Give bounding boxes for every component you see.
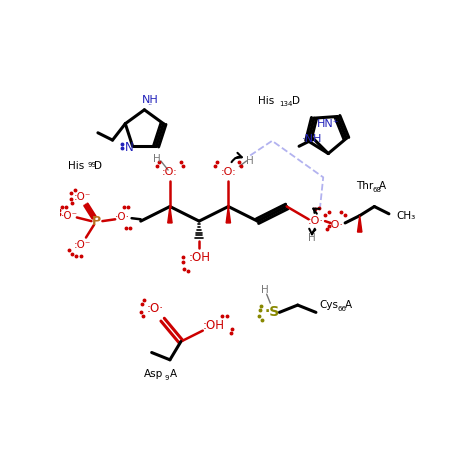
Polygon shape bbox=[168, 207, 172, 223]
Text: HN⁺: HN⁺ bbox=[317, 119, 340, 129]
Text: 99: 99 bbox=[88, 162, 97, 167]
Text: ·NH: ·NH bbox=[302, 134, 322, 144]
Text: H: H bbox=[309, 233, 316, 243]
Text: 9: 9 bbox=[164, 375, 169, 381]
Polygon shape bbox=[357, 216, 362, 232]
Text: His: His bbox=[68, 161, 84, 172]
Text: ·S: ·S bbox=[264, 305, 280, 319]
Text: His: His bbox=[257, 96, 274, 106]
Text: N: N bbox=[125, 141, 133, 155]
Text: Cys: Cys bbox=[319, 300, 338, 310]
Text: :O⁻: :O⁻ bbox=[73, 240, 91, 250]
Text: H: H bbox=[261, 285, 269, 295]
Text: Asp: Asp bbox=[145, 369, 164, 379]
Text: CH₃: CH₃ bbox=[396, 210, 416, 220]
Text: H: H bbox=[153, 154, 161, 164]
Text: :O·: :O· bbox=[308, 216, 324, 226]
Text: H: H bbox=[246, 156, 254, 166]
Text: NH: NH bbox=[141, 95, 158, 105]
Text: :O:: :O: bbox=[162, 167, 178, 177]
Text: A: A bbox=[345, 300, 352, 310]
Text: A: A bbox=[379, 182, 386, 191]
Text: 66: 66 bbox=[338, 306, 347, 312]
Text: :O·: :O· bbox=[328, 220, 344, 230]
Text: 134: 134 bbox=[279, 101, 293, 107]
Text: ··: ·· bbox=[147, 101, 153, 110]
Text: P: P bbox=[92, 215, 101, 228]
Text: 68: 68 bbox=[373, 187, 382, 193]
Text: :O:: :O: bbox=[220, 167, 236, 177]
Text: :O·: :O· bbox=[147, 302, 164, 315]
Text: :OH: :OH bbox=[188, 251, 210, 264]
Text: ·O·: ·O· bbox=[115, 212, 130, 222]
Text: Thr: Thr bbox=[356, 182, 374, 191]
Text: ·O⁻: ·O⁻ bbox=[61, 210, 78, 220]
Text: :OH: :OH bbox=[203, 319, 225, 332]
Polygon shape bbox=[226, 207, 230, 223]
Text: D: D bbox=[292, 96, 300, 106]
Text: :O⁻: :O⁻ bbox=[73, 192, 91, 202]
Text: A: A bbox=[170, 369, 177, 379]
Text: D: D bbox=[94, 161, 102, 172]
